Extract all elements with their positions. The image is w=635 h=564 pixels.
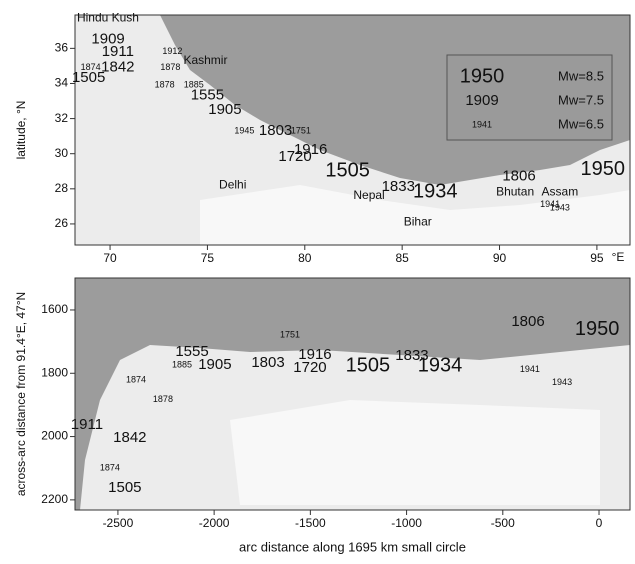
earthquake-label: 1751 [291, 125, 311, 135]
earthquake-label: 1806 [502, 167, 535, 184]
x-axis-label: arc distance along 1695 km small circle [239, 539, 466, 554]
x-tick-label: -500 [491, 516, 515, 530]
earthquake-label: 1505 [325, 160, 370, 182]
x-tick-label: 80 [298, 251, 312, 265]
place-label: Nepal [353, 188, 384, 202]
earthquake-label: 1945 [234, 125, 254, 135]
y-tick-label: 26 [55, 216, 69, 230]
x-tick-label: -2000 [199, 516, 230, 530]
x-tick-label: -2500 [103, 516, 134, 530]
earthquake-label: 1720 [293, 359, 326, 376]
earthquake-label: 1878 [155, 80, 175, 90]
x-tick-label: 90 [493, 251, 507, 265]
x-tick-label: 95 [590, 251, 604, 265]
x-tick-label: 85 [395, 251, 409, 265]
earthquake-label: 1878 [153, 394, 173, 404]
earthquake-label: 1505 [108, 479, 141, 496]
plain-region [230, 400, 600, 505]
place-label: Delhi [219, 177, 246, 191]
y-tick-label: 30 [55, 146, 69, 160]
place-label: Kashmir [183, 53, 227, 67]
earthquake-label: 1803 [251, 354, 284, 371]
earthquake-label: 1505 [346, 354, 391, 376]
earthquake-label: 1751 [280, 329, 300, 339]
y-tick-label: 1800 [41, 365, 68, 379]
legend-label: Mw=6.5 [558, 116, 604, 131]
earthquake-label: 1885 [184, 80, 204, 90]
earthquake-label: 1806 [511, 313, 544, 330]
earthquake-label: 1874 [126, 374, 146, 384]
earthquake-label: 1911 [102, 43, 134, 60]
earthquake-label: 1878 [160, 62, 180, 72]
earthquake-label: 1803 [259, 122, 292, 139]
legend-year: 1950 [460, 65, 505, 87]
x-tick-label: 0 [596, 516, 603, 530]
y-tick-label: 2000 [41, 429, 68, 443]
earthquake-label: 1950 [575, 318, 620, 340]
y-axis-label: latitude, °N [14, 101, 28, 160]
y-tick-label: 34 [55, 76, 69, 90]
earthquake-label: 1874 [100, 462, 120, 472]
earthquake-label: 1905 [208, 101, 241, 118]
figure: 70 75 80 85 90 95 26 28 30 32 34 36 latitude, °N °E Hi… [0, 0, 635, 564]
earthquake-label: 1911 [71, 416, 103, 433]
place-label: Hindu Kush [77, 11, 139, 25]
earthquake-label: 1943 [552, 377, 572, 387]
earthquake-label: 1842 [113, 429, 146, 446]
legend-label: Mw=8.5 [558, 68, 604, 83]
earthquake-label: 1874 [81, 62, 101, 72]
earthquake-label: 1950 [580, 158, 625, 180]
earthquake-label: 1905 [198, 356, 231, 373]
earthquake-label: 1943 [550, 203, 570, 213]
y-axis-label: across-arc distance from 91.4°E, 47°N [14, 292, 28, 496]
earthquake-label: 1720 [278, 148, 311, 165]
y-tick-label: 28 [55, 181, 69, 195]
x-tick-label: -1000 [391, 516, 422, 530]
earthquake-label: 1842 [101, 59, 134, 76]
legend-year: 1909 [465, 92, 498, 109]
x-tick-label: 70 [103, 251, 117, 265]
y-tick-label: 36 [55, 41, 69, 55]
earthquake-label: 1885 [172, 359, 192, 369]
x-unit: °E [612, 250, 625, 264]
earthquake-label: 1833 [395, 347, 428, 364]
y-tick-label: 32 [55, 111, 69, 125]
place-label: Bihar [404, 214, 432, 228]
place-label: Assam [542, 185, 579, 199]
x-tick-label: 75 [201, 251, 215, 265]
y-tick-label: 2200 [41, 492, 68, 506]
earthquake-label: 1912 [162, 46, 182, 56]
y-tick-label: 1600 [41, 302, 68, 316]
legend-label: Mw=7.5 [558, 92, 604, 107]
x-tick-label: -1500 [295, 516, 326, 530]
place-label: Bhutan [496, 185, 534, 199]
legend-year: 1941 [472, 119, 492, 129]
earthquake-label: 1934 [413, 181, 458, 203]
earthquake-label: 1941 [520, 364, 540, 374]
earthquake-label: 1833 [382, 178, 415, 195]
